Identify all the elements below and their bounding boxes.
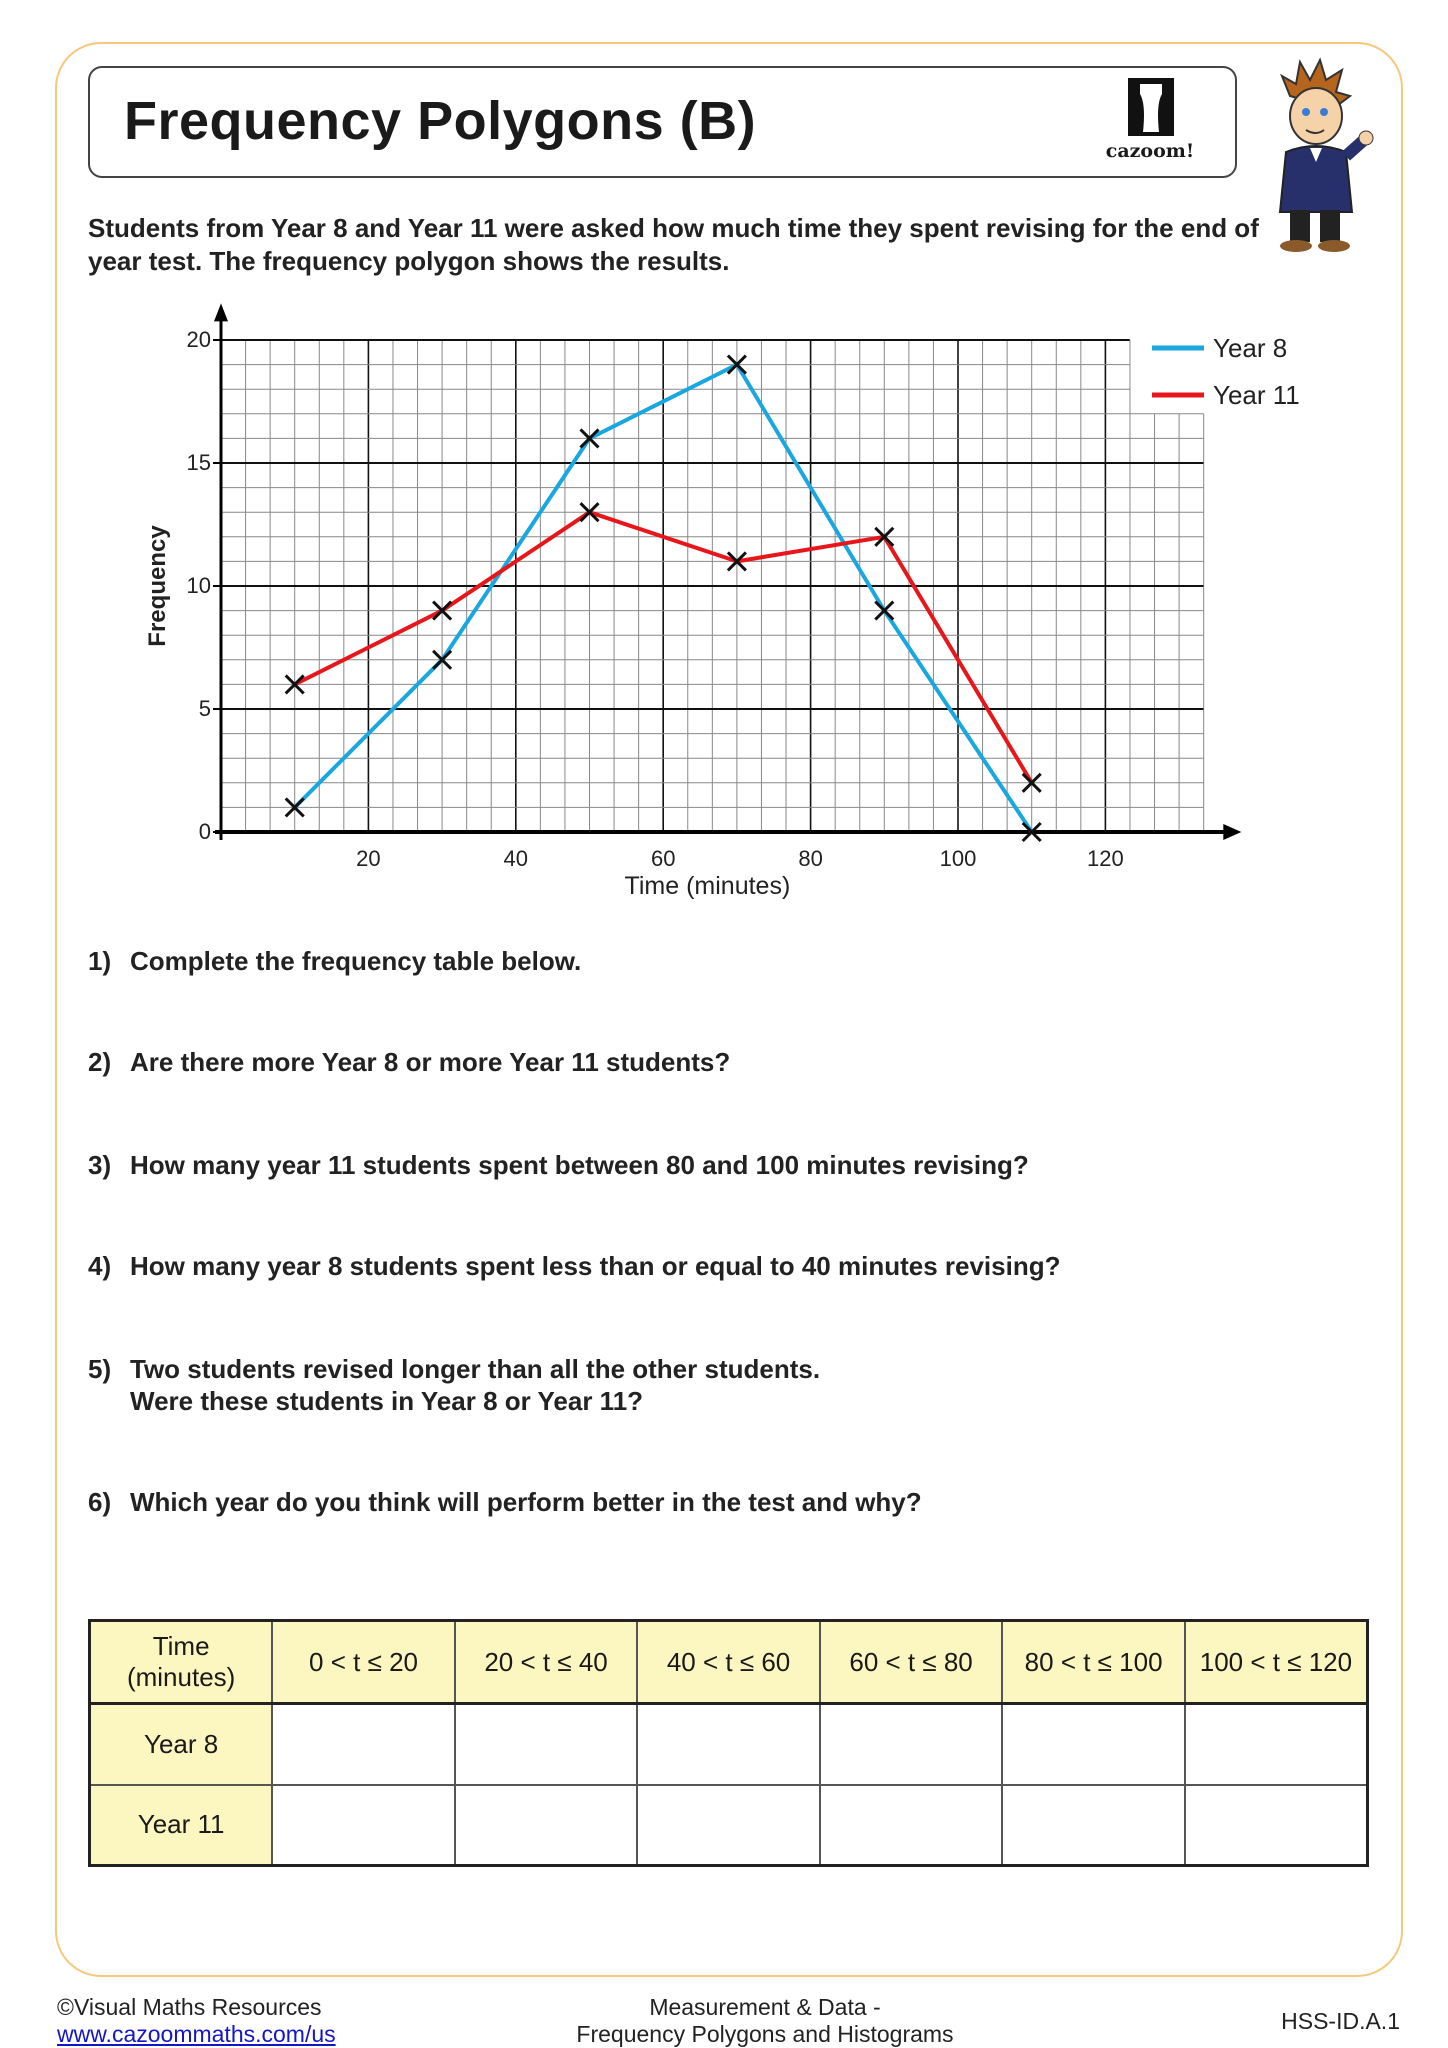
- x-tick-label: 80: [798, 846, 822, 871]
- data-point-cross: [432, 649, 453, 670]
- x-axis-arrow: [1223, 824, 1242, 840]
- question-2: 2) Are there more Year 8 or more Year 11 …: [88, 1047, 731, 1077]
- grid: [220, 339, 1205, 833]
- mascot-illustration: [1260, 56, 1380, 256]
- answer-cell[interactable]: [636, 1783, 821, 1867]
- page-border: [55, 42, 1403, 1977]
- question-4: 4) How many year 8 students spent less th…: [88, 1251, 1061, 1281]
- data-point-cross: [1021, 821, 1042, 843]
- answer-cell[interactable]: [1001, 1702, 1186, 1786]
- header-cell: 0 < t ≤ 20: [271, 1619, 456, 1705]
- row-header: Year 8: [88, 1702, 274, 1786]
- page-title: Frequency Polygons (B): [124, 91, 757, 151]
- header-cell: 40 < t ≤ 60: [636, 1619, 821, 1705]
- data-point-cross: [726, 354, 747, 375]
- y-tick-label: 5: [199, 696, 211, 721]
- answer-cell[interactable]: [271, 1783, 456, 1867]
- header-cell: 60 < t ≤ 80: [818, 1619, 1004, 1705]
- footer-topic: Measurement & Data - Frequency Polygons a…: [576, 1994, 954, 2047]
- frequency-table: Time (minutes) 0 < t ≤ 20 20 < t ≤ 40 40 …: [88, 1619, 1369, 1867]
- legend-label: Year 11: [1213, 380, 1300, 410]
- table-header-row: Time (minutes) 0 < t ≤ 20 20 < t ≤ 40 40 …: [88, 1619, 1369, 1705]
- data-point-cross: [284, 797, 305, 818]
- series-line-year-11: [293, 510, 1034, 784]
- data-point-cross: [1021, 772, 1042, 793]
- answer-cell[interactable]: [818, 1783, 1004, 1867]
- header-cell: 20 < t ≤ 40: [453, 1619, 639, 1705]
- answer-cell[interactable]: [453, 1702, 639, 1786]
- data-point-cross: [874, 600, 895, 621]
- question-5: 5) Two students revised longer than all t…: [88, 1354, 821, 1416]
- logo-icon: [1128, 78, 1174, 136]
- frequency-polygon-chart: 20 40 60 80 100 120 0 5 10 15 20 Time (minutes) Freq…: [144, 303, 1300, 900]
- x-tick-label: 60: [651, 846, 675, 871]
- footer-standard: HSS-ID.A.1: [1281, 2008, 1400, 2034]
- data-point-cross: [432, 600, 453, 621]
- question-3: 3) How many year 11 students spent betwee…: [88, 1150, 1029, 1180]
- series-line-year-8: [293, 362, 1034, 834]
- answer-cell[interactable]: [453, 1783, 639, 1867]
- table-row-year11: Year 11: [88, 1783, 1369, 1867]
- answer-cell[interactable]: [1001, 1783, 1186, 1867]
- answer-cell[interactable]: [818, 1702, 1004, 1786]
- table-row-year8: Year 8: [88, 1702, 1369, 1786]
- cazoom-logo: cazoom!: [1090, 76, 1210, 168]
- x-tick-label: 40: [504, 846, 528, 871]
- header-time-cell: Time (minutes): [88, 1619, 274, 1705]
- data-point-cross: [284, 674, 305, 695]
- x-axis-label: Time (minutes): [625, 872, 791, 900]
- intro-text: Students from Year 8 and Year 11 were as…: [88, 213, 1259, 276]
- footer-copyright: ©Visual Maths Resources: [57, 1994, 322, 2020]
- legend-label: Year 8: [1213, 333, 1287, 363]
- data-point-cross: [874, 526, 895, 547]
- header-cell: 80 < t ≤ 100: [1001, 1619, 1186, 1705]
- title-box: Frequency Polygons (B) cazoom!: [88, 66, 1237, 178]
- answer-cell[interactable]: [1183, 1702, 1369, 1786]
- y-tick-label: 0: [199, 819, 211, 844]
- x-tick-label: 120: [1087, 846, 1124, 871]
- y-tick-label: 15: [187, 450, 211, 475]
- y-tick-label: 20: [187, 327, 211, 352]
- y-tick-label: 10: [187, 573, 211, 598]
- answer-cell[interactable]: [636, 1702, 821, 1786]
- row-header: Year 11: [88, 1783, 274, 1867]
- answer-cell[interactable]: [271, 1702, 456, 1786]
- x-tick-label: 20: [356, 846, 380, 871]
- footer-link-wrap: www.cazoommaths.com/us: [57, 2021, 336, 2048]
- y-axis-label: Frequency: [144, 525, 171, 647]
- logo-text: cazoom!: [1105, 140, 1195, 162]
- question-1: 1) Complete the frequency table below.: [88, 946, 582, 976]
- answer-cell[interactable]: [1183, 1783, 1369, 1867]
- data-point-cross: [579, 502, 600, 523]
- footer-link[interactable]: www.cazoommaths.com/us: [57, 2021, 336, 2047]
- header-cell: 100 < t ≤ 120: [1183, 1619, 1369, 1705]
- x-tick-label: 100: [940, 846, 977, 871]
- data-point-cross: [579, 428, 600, 449]
- data-point-cross: [726, 551, 747, 572]
- question-6: 6) Which year do you think will perform b…: [88, 1487, 922, 1517]
- y-axis-arrow: [214, 303, 228, 322]
